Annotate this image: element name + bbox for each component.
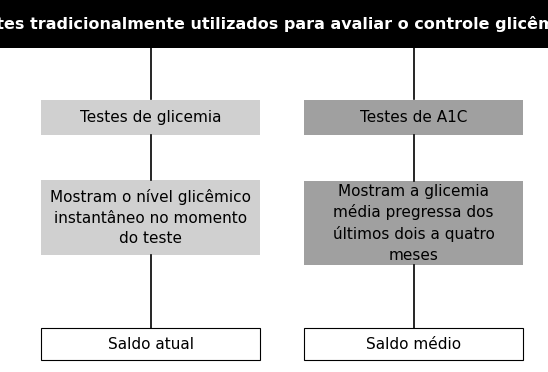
Bar (0, 0, 548, 48)
Bar (41, 328, 260, 360)
Text: Mostram o nível glicêmico
instantâneo no momento
do teste: Mostram o nível glicêmico instantâneo no… (50, 189, 251, 246)
Text: Testes tradicionalmente utilizados para avaliar o controle glicêmico: Testes tradicionalmente utilizados para … (0, 16, 548, 32)
Bar (304, 328, 523, 360)
Bar (304, 99, 523, 135)
Bar (41, 99, 260, 135)
Text: Mostram a glicemia
média pregressa dos
últimos dois a quatro
meses: Mostram a glicemia média pregressa dos ú… (333, 184, 495, 263)
Bar (304, 181, 523, 265)
Text: Saldo médio: Saldo médio (366, 337, 461, 352)
Bar (41, 180, 260, 255)
Text: Testes de glicemia: Testes de glicemia (80, 110, 221, 125)
Text: Testes de A1C: Testes de A1C (360, 110, 467, 125)
Text: Saldo atual: Saldo atual (108, 337, 193, 352)
